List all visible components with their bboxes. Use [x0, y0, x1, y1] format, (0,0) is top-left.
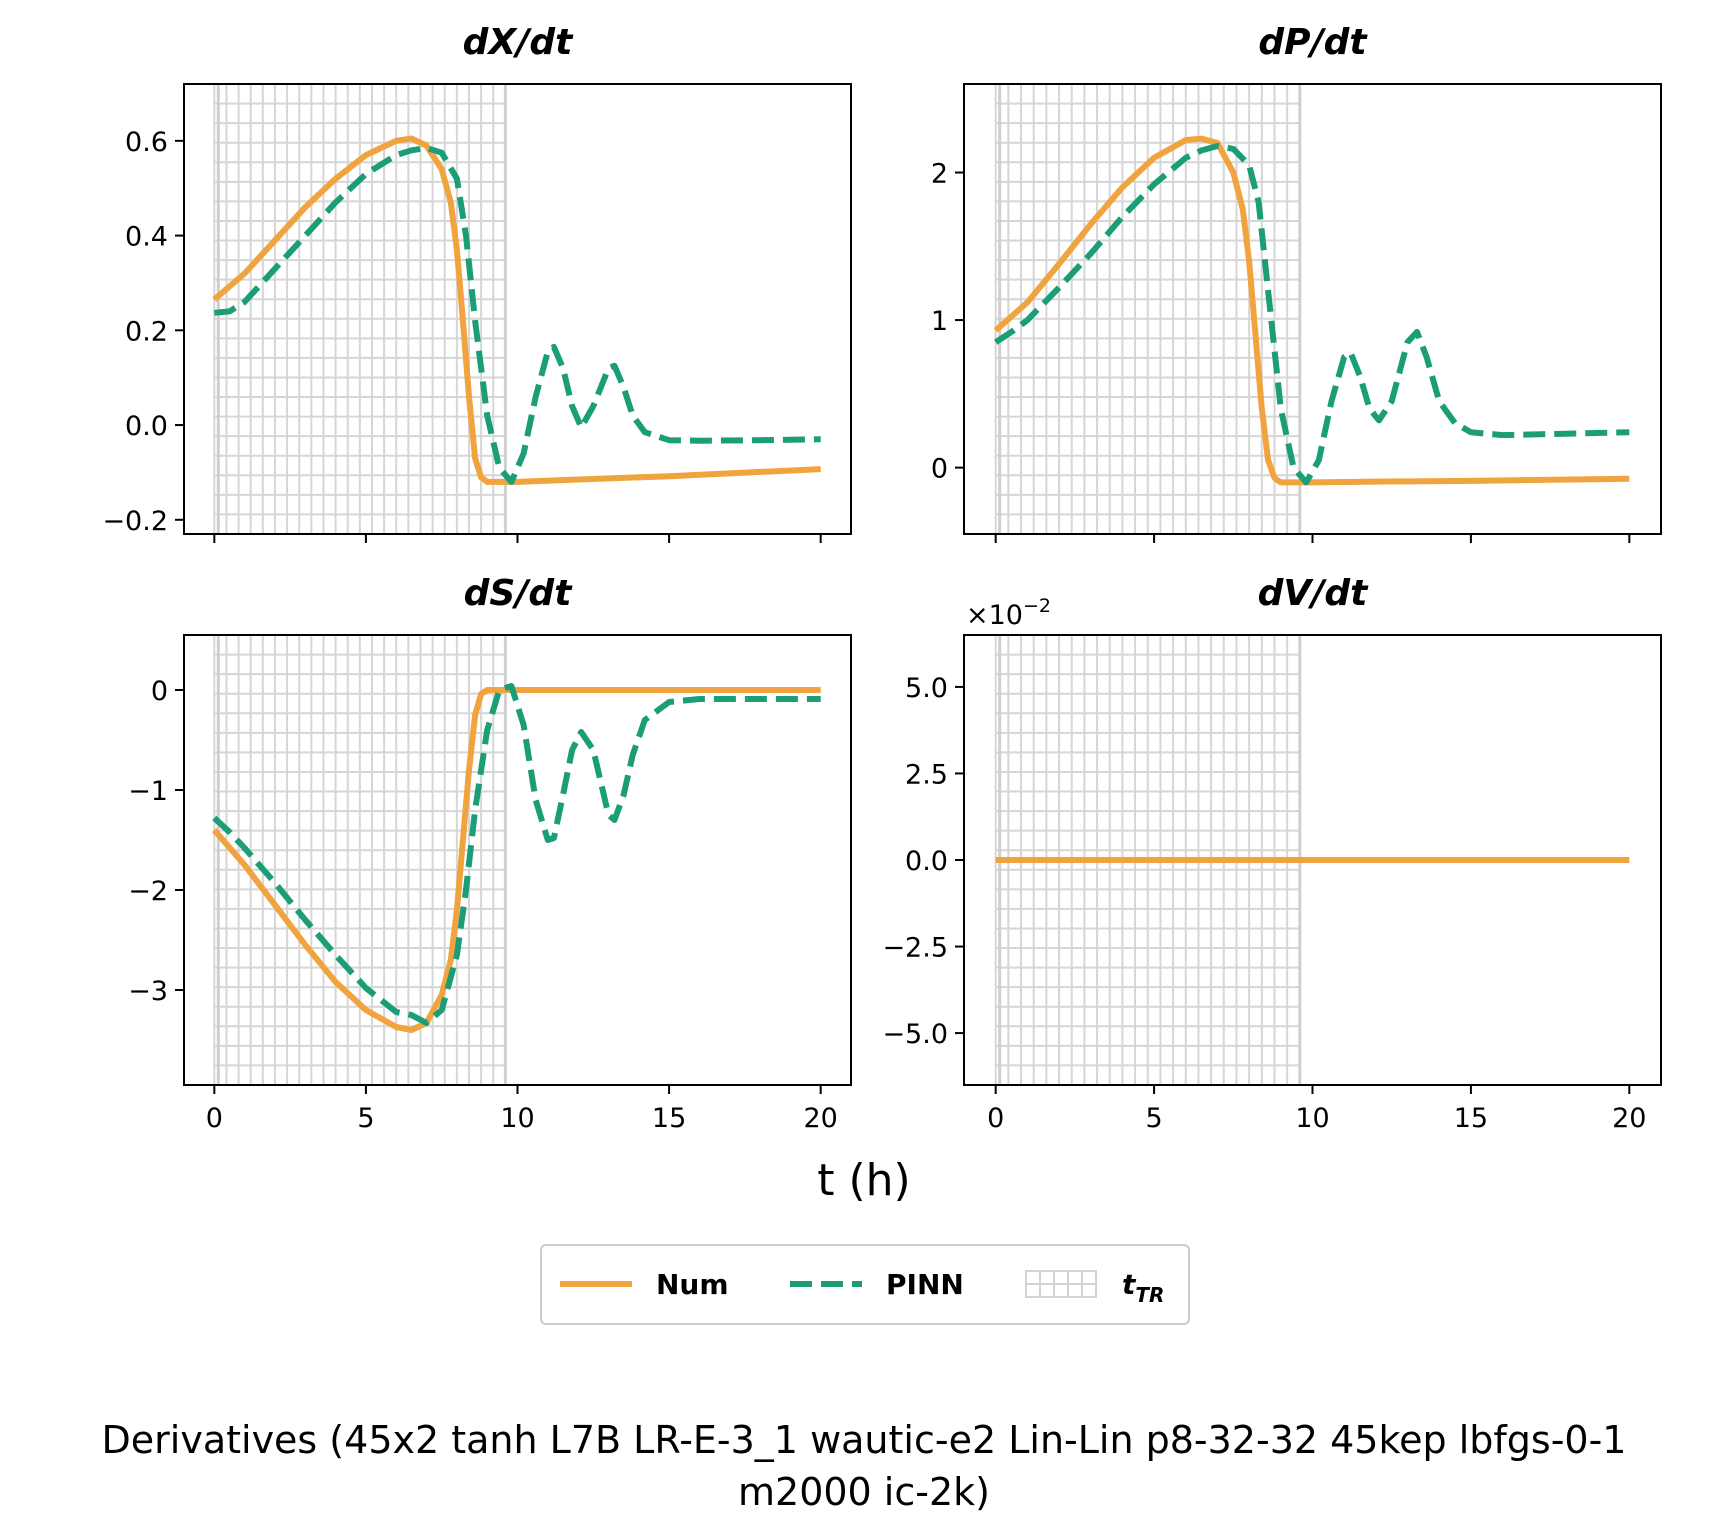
x-tick-label: 10: [500, 1103, 534, 1134]
y-tick-label: −1: [128, 776, 168, 807]
y-tick-label: −2: [128, 876, 168, 907]
figure-suptitle-line2: m2000 ic-2k): [738, 1470, 990, 1514]
panel-title: dV/dt: [1258, 573, 1370, 614]
panel-dp-dt: 0 1 2 dP/dt: [931, 22, 1662, 543]
series-group: [212, 135, 821, 485]
y-tick-label: 2: [931, 159, 948, 190]
x-tick-label: 10: [1295, 1103, 1329, 1134]
y-tick-label: −0.2: [102, 506, 168, 537]
y-offset-text: ×10−2: [966, 595, 1051, 631]
panel-dv-dt: 0 5 10 15 20 −5.0 −2.5 0.0 2.5 5.0 dV/dt ×10−2: [882, 573, 1662, 1134]
y-tick-label: 5.0: [905, 673, 948, 704]
panel-ds-dt: 0 5 10 15 20 −3 −2 −1 0 dS/dt: [128, 573, 852, 1134]
panel-title: dX/dt: [463, 22, 574, 63]
y-tick-label: 2.5: [905, 759, 948, 790]
y-tick-label: −5.0: [882, 1019, 948, 1050]
y-tick-label: 0.0: [125, 411, 168, 442]
x-tick-label: 0: [206, 1103, 223, 1134]
y-tick-label: 0.0: [905, 846, 948, 877]
axes-frame: [183, 634, 852, 1086]
panel-title: dS/dt: [464, 573, 574, 614]
series-line-num: [993, 135, 1630, 486]
series-line-pinn: [214, 144, 821, 485]
x-tick-label: 15: [652, 1103, 686, 1134]
x-tick-label: 20: [1612, 1103, 1646, 1134]
y-tick-label: −2.5: [882, 933, 948, 964]
y-tick-label: 0.4: [125, 222, 168, 253]
y-offset-exponent: −2: [1023, 595, 1051, 617]
x-tick-label: 20: [804, 1103, 838, 1134]
series-line-num: [212, 135, 821, 485]
y-tick-label: 0: [151, 676, 168, 707]
series-line-num: [212, 687, 821, 1033]
panel-dx-dt: −0.2 0.0 0.2 0.4 0.6 dX/dt: [102, 22, 852, 543]
subplots-grid: −0.2 0.0 0.2 0.4 0.6 dX/dt 0 1 2 dP/dt 0 5 10 15 20 −3 −…: [102, 22, 1662, 1134]
legend: Num PINN tTR: [540, 1244, 1190, 1325]
y-tick-label: 0: [931, 454, 948, 485]
y-tick-label: 0.2: [125, 316, 168, 347]
y-tick-label: 0.6: [125, 127, 168, 158]
panel-title: dP/dt: [1258, 22, 1368, 63]
y-tick-label: 1: [931, 306, 948, 337]
series-line-pinn: [994, 143, 1630, 486]
axes-frame: [183, 83, 852, 535]
legend-items: Num PINN tTR: [560, 1268, 1164, 1307]
legend-swatch-training-region: [1025, 1270, 1097, 1298]
legend-label-pinn: PINN: [886, 1268, 964, 1301]
axes-frame: [963, 83, 1662, 535]
training-region-hatch: [213, 84, 507, 534]
x-axis-label: t (h): [817, 1155, 910, 1206]
series-group: [212, 683, 821, 1033]
training-region-hatch: [213, 635, 507, 1085]
x-tick-label: 5: [1145, 1103, 1162, 1134]
y-tick-label: −3: [128, 976, 168, 1007]
series-group: [993, 135, 1630, 486]
figure-suptitle-line1: Derivatives (45x2 tanh L7B LR-E-3_1 waut…: [102, 1418, 1627, 1462]
legend-label-subscript: TR: [1135, 1283, 1164, 1307]
series-line-pinn: [212, 683, 821, 1026]
legend-frame: [540, 1244, 1190, 1325]
x-tick-label: 0: [987, 1103, 1004, 1134]
x-tick-label: 5: [357, 1103, 374, 1134]
x-tick-label: 15: [1454, 1103, 1488, 1134]
legend-label-num: Num: [656, 1268, 729, 1301]
